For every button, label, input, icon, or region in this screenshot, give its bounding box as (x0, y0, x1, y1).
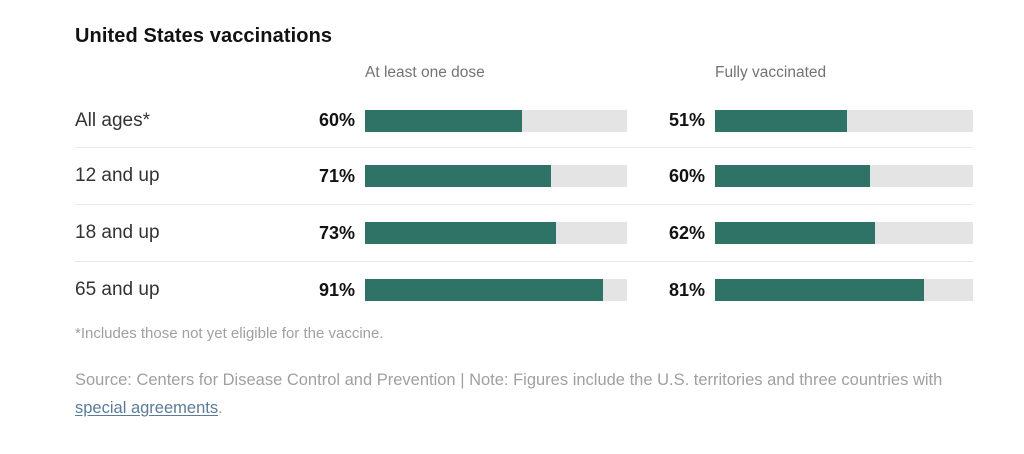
chart-title: United States vaccinations (75, 25, 333, 47)
row-label: 12 and up (75, 165, 160, 186)
fully-vaccinated-bar-track (715, 222, 973, 244)
one-dose-bar-fill (365, 109, 523, 132)
row-label: 18 and up (75, 222, 160, 243)
fully-vaccinated-value: 62% (668, 222, 705, 243)
column-header-one-dose: At least one dose (365, 64, 485, 81)
fully-vaccinated-bar-track (715, 279, 973, 301)
source-note: Source: Centers for Disease Control and … (75, 366, 955, 422)
one-dose-bar-track (365, 222, 627, 244)
table-row-12-and-up: 12 and up 71% 60% (75, 147, 973, 204)
footnote: *Includes those not yet eligible for the… (75, 325, 384, 342)
one-dose-bar-track (365, 279, 627, 301)
column-header-fully-vaccinated: Fully vaccinated (715, 64, 827, 81)
source-text-suffix: . (218, 399, 223, 417)
source-text: Source: Centers for Disease Control and … (75, 371, 943, 389)
chart-rows: All ages* 60% 51% 12 and up 71% 60% 18 a… (75, 94, 973, 318)
table-row-18-and-up: 18 and up 73% 62% (75, 204, 973, 261)
one-dose-value: 73% (318, 222, 355, 243)
fully-vaccinated-bar-track (715, 109, 973, 132)
one-dose-bar-fill (365, 165, 552, 187)
vaccination-chart: United States vaccinations At least one … (75, 25, 973, 422)
fully-vaccinated-value: 51% (668, 110, 705, 130)
one-dose-bar-fill (365, 222, 557, 244)
fully-vaccinated-value: 60% (668, 165, 705, 186)
table-row-65-and-up: 65 and up 91% 81% (75, 261, 973, 318)
one-dose-bar-fill (365, 279, 604, 301)
fully-vaccinated-bar-fill (715, 279, 924, 301)
one-dose-bar-track (365, 165, 627, 187)
column-header-row: At least one dose Fully vaccinated (75, 64, 973, 82)
row-label: 65 and up (75, 279, 160, 300)
fully-vaccinated-bar-fill (715, 165, 870, 187)
row-label: All ages* (75, 109, 150, 131)
one-dose-bar-track (365, 109, 627, 132)
one-dose-value: 60% (318, 110, 355, 130)
one-dose-value: 91% (318, 279, 355, 300)
source-link[interactable]: special agreements (75, 399, 219, 417)
table-row-all-ages: All ages* 60% 51% (75, 94, 973, 147)
fully-vaccinated-bar-fill (715, 109, 847, 132)
fully-vaccinated-bar-fill (715, 222, 875, 244)
fully-vaccinated-bar-track (715, 165, 973, 187)
fully-vaccinated-value: 81% (668, 279, 705, 300)
one-dose-value: 71% (318, 165, 355, 186)
